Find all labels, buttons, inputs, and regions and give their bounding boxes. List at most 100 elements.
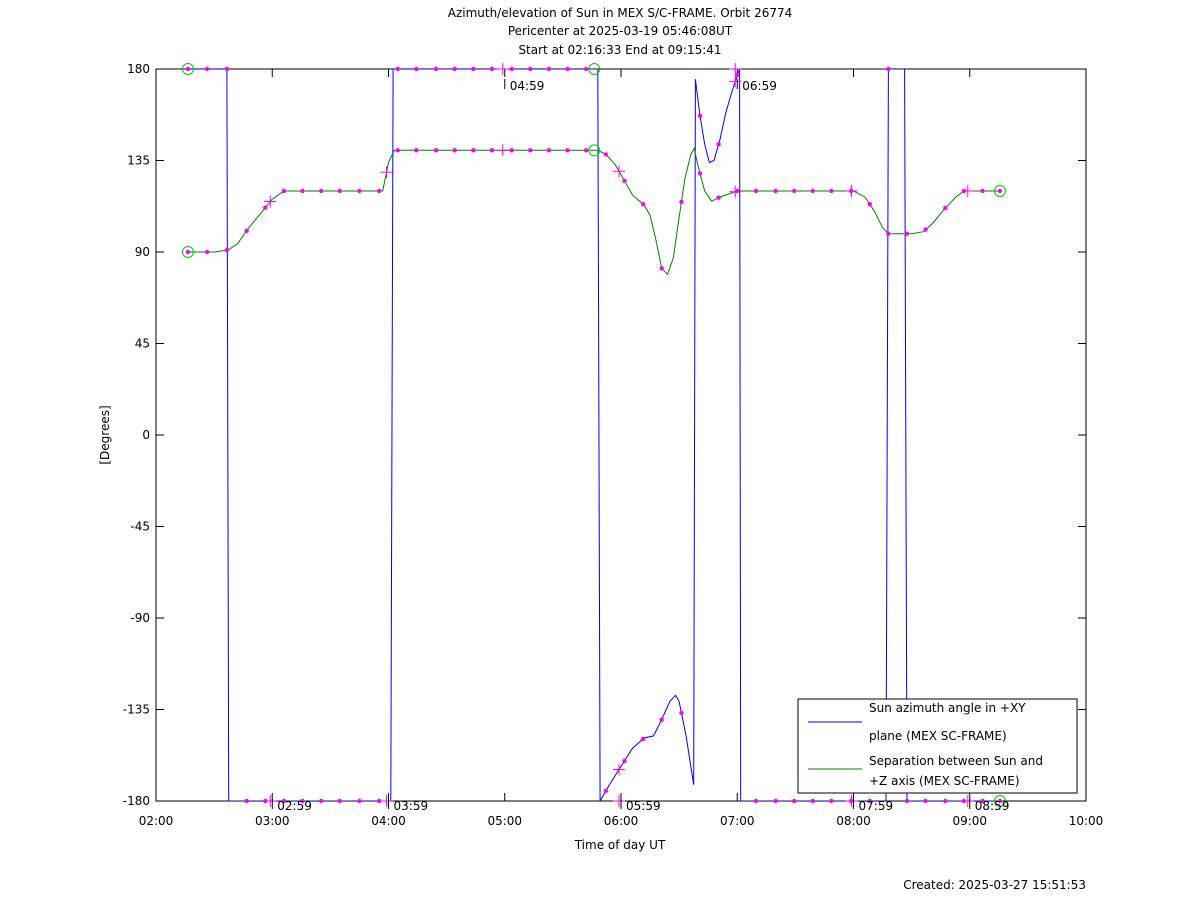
y-tick-label: 45	[135, 337, 150, 351]
data-point-marker	[622, 178, 627, 184]
data-point-marker	[357, 798, 362, 804]
orbit-event-circle	[993, 185, 1006, 197]
orbit-event-circle	[181, 246, 194, 258]
data-point-marker	[583, 148, 589, 153]
data-point-marker	[659, 266, 664, 271]
data-point-marker	[489, 148, 495, 153]
chart-title: Azimuth/elevation of Sun in MEX S/C-FRAM…	[448, 6, 793, 20]
x-tick-label: 07:00	[720, 814, 755, 828]
data-point-marker	[528, 148, 533, 153]
data-point-marker	[452, 148, 457, 153]
y-tick-label: -45	[130, 520, 150, 534]
data-point-marker	[433, 148, 439, 153]
y-tick-label: 0	[142, 428, 150, 442]
data-point-marker	[679, 199, 684, 205]
x-tick-label: 02:00	[139, 814, 174, 828]
data-point-marker	[697, 171, 703, 176]
data-point-marker	[867, 202, 872, 207]
data-point-marker	[414, 148, 419, 153]
footer-created: Created: 2025-03-27 15:51:53	[903, 878, 1086, 892]
y-tick-label: 90	[135, 245, 150, 259]
data-point-marker	[980, 188, 985, 194]
data-point-marker	[414, 66, 419, 72]
orbit-event-circle	[993, 795, 1006, 807]
data-point-marker	[433, 66, 439, 72]
data-point-marker	[204, 66, 210, 72]
data-point-marker	[395, 148, 400, 153]
data-point-marker	[224, 66, 230, 72]
data-point-marker	[867, 798, 872, 804]
orbit-event-circle	[588, 144, 601, 157]
data-point-marker	[640, 202, 646, 207]
y-tick-label: 135	[127, 154, 150, 168]
data-point-marker	[886, 66, 891, 72]
data-point-marker	[357, 188, 362, 194]
y-axis: 180 135 90 45 0 -45 -90 -135 -180	[123, 62, 1086, 808]
data-point-marker	[679, 710, 684, 716]
data-point-marker	[792, 798, 797, 804]
data-point-marker	[697, 113, 703, 118]
x-tick-label: 04:00	[371, 814, 406, 828]
data-point-marker	[773, 188, 778, 194]
data-point-marker	[923, 798, 928, 804]
data-point-marker	[185, 249, 191, 255]
hour-annotation-label: 05:59	[626, 799, 661, 813]
data-point-marker	[244, 798, 249, 804]
marker-layer	[181, 63, 1006, 807]
legend-box	[797, 698, 1078, 794]
data-point-marker	[337, 188, 342, 194]
plot-frame	[155, 68, 1087, 802]
data-point-marker	[753, 188, 759, 194]
data-point-marker	[997, 798, 1003, 804]
data-point-marker	[997, 188, 1003, 194]
x-tick-label: 09:00	[952, 814, 987, 828]
x-tick-label: 03:00	[255, 814, 290, 828]
data-point-marker	[810, 188, 816, 194]
data-point-marker	[471, 148, 476, 153]
data-point-marker	[753, 798, 759, 804]
x-axis: 02:00 03:00 04:00 05:00 06:00 07:00 08:00 09:00…	[139, 69, 1103, 828]
data-point-marker	[923, 227, 928, 232]
data-point-marker	[281, 188, 287, 194]
data-point-marker	[377, 798, 382, 804]
orbit-event-circle	[588, 63, 601, 75]
legend-label-separation-line1: Separation between Sun and	[869, 754, 1043, 768]
hour-annotation-label: 03:59	[394, 799, 429, 813]
data-point-marker	[565, 148, 570, 153]
legend-label-separation-line2: +Z axis (MEX SC-FRAME)	[869, 774, 1020, 788]
legend: Sun azimuth angle in +XY plane (MEX SC-F…	[797, 698, 1078, 794]
data-point-marker	[943, 798, 948, 804]
annotation-layer: 02:59 03:59 04:59 05:59 06:59 07:59 08:59	[264, 63, 1009, 813]
data-point-marker	[546, 148, 552, 153]
legend-label-azimuth-line1: Sun azimuth angle in +XY	[869, 701, 1026, 715]
data-point-marker	[773, 798, 778, 804]
data-point-marker	[943, 205, 948, 211]
data-point-marker	[224, 247, 230, 253]
data-point-marker	[185, 66, 191, 72]
data-point-marker	[263, 205, 268, 210]
data-point-marker	[603, 788, 609, 794]
data-point-marker	[281, 798, 287, 804]
x-tick-label: 06:00	[604, 814, 639, 828]
data-point-marker	[603, 152, 609, 157]
data-point-marker	[583, 66, 589, 72]
y-tick-label: -90	[130, 611, 150, 625]
data-point-marker	[318, 188, 324, 194]
data-point-marker	[829, 798, 834, 804]
data-point-marker	[810, 798, 816, 804]
x-axis-label: Time of day UT	[574, 838, 666, 852]
data-point-marker	[716, 195, 721, 200]
x-tick-label: 05:00	[487, 814, 522, 828]
data-point-marker	[395, 66, 400, 72]
data-point-marker	[471, 66, 476, 72]
series-line-azimuth	[188, 69, 1000, 801]
data-point-marker	[509, 66, 514, 72]
hour-annotation-label: 07:59	[859, 799, 894, 813]
data-point-marker	[886, 231, 891, 236]
data-point-marker	[622, 758, 627, 764]
data-point-marker	[377, 188, 382, 194]
series-layer	[188, 69, 1000, 801]
data-point-marker	[452, 66, 457, 72]
data-point-marker	[980, 798, 985, 804]
